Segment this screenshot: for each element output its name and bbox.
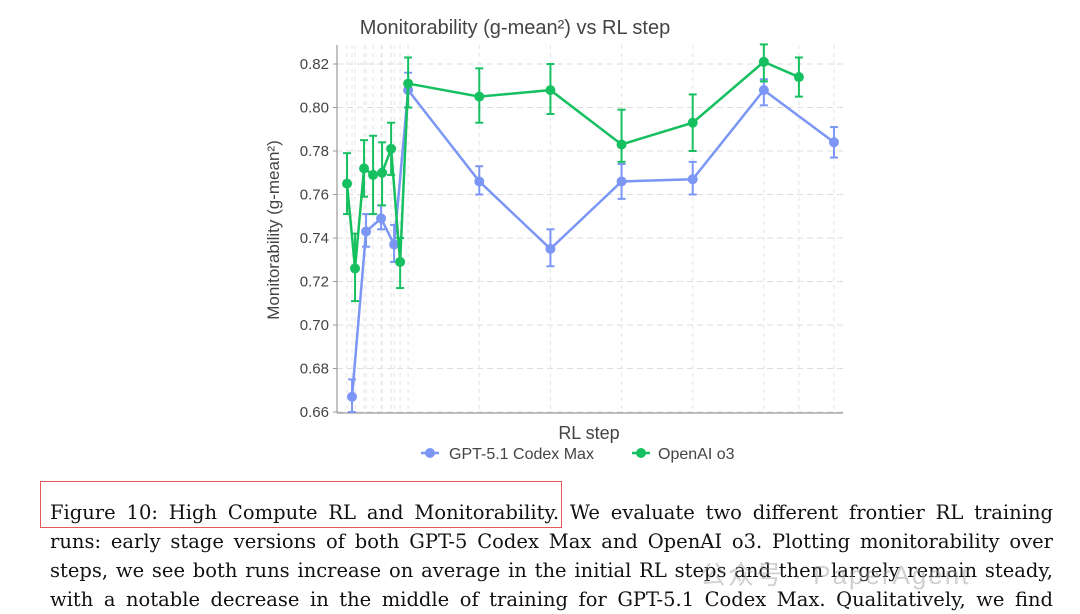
- legend-marker-gpt: [425, 448, 435, 458]
- caption-line: with a notable decrease in the middle of…: [50, 588, 1053, 611]
- series-layer: [342, 43, 839, 413]
- data-point: [386, 143, 397, 154]
- series-line: [350, 86, 835, 397]
- chart-title: Monitorability (g-mean²) vs RL step: [360, 17, 670, 39]
- y-tick-label: 0.70: [300, 317, 329, 334]
- data-point: [389, 239, 400, 250]
- monitorability-chart: Monitorability (g-mean²) vs RL step 0.66…: [264, 17, 843, 463]
- y-tick-label: 0.82: [300, 56, 329, 73]
- x-axis-label: RL step: [558, 423, 619, 443]
- data-point: [395, 256, 406, 267]
- data-point: [793, 72, 804, 83]
- legend-label-gpt: GPT-5.1 Codex Max: [449, 446, 594, 463]
- data-point: [616, 139, 627, 150]
- y-tick-label: 0.80: [300, 100, 329, 117]
- data-point: [758, 85, 769, 96]
- y-axis: 0.66 0.68 0.70 0.72 0.74 0.76 0.78 0.80 0.82: [300, 56, 337, 421]
- y-tick-label: 0.68: [300, 361, 329, 378]
- data-point: [368, 169, 379, 180]
- y-axis-label: Monitorability (g-mean²): [264, 140, 283, 320]
- data-point: [350, 263, 361, 274]
- series-line: [345, 60, 800, 269]
- legend-label-o3: OpenAI o3: [658, 446, 735, 463]
- data-point: [687, 117, 698, 128]
- series-o3: [342, 43, 804, 303]
- data-point: [545, 243, 556, 254]
- data-point: [474, 91, 485, 102]
- data-point: [403, 78, 414, 89]
- grid: [337, 45, 843, 413]
- data-point: [347, 391, 358, 402]
- data-point: [376, 213, 387, 224]
- data-point: [616, 176, 627, 187]
- figure-caption: Figure 10: High Compute RL and Monitorab…: [50, 498, 1053, 614]
- legend-marker-o3: [636, 448, 646, 458]
- y-tick-label: 0.78: [300, 143, 329, 160]
- y-tick-label: 0.74: [300, 230, 329, 247]
- data-point: [687, 174, 698, 185]
- data-point: [545, 85, 556, 96]
- data-point: [758, 56, 769, 67]
- highlight-box: [40, 481, 562, 528]
- y-tick-label: 0.76: [300, 187, 329, 204]
- data-point: [474, 176, 485, 187]
- caption-line: runs: early stage versions of both GPT-5…: [50, 530, 1053, 553]
- watermark: 公众号 · PaperAgent: [700, 560, 971, 590]
- caption-line: steps, we see both runs increase on aver…: [50, 559, 1053, 582]
- y-tick-label: 0.72: [300, 274, 329, 291]
- legend: GPT-5.1 Codex Max OpenAI o3: [421, 446, 735, 463]
- data-point: [359, 163, 370, 174]
- data-point: [361, 226, 372, 237]
- caption-line: Figure 10: High Compute RL and Monitorab…: [50, 501, 1053, 524]
- data-point: [342, 178, 353, 189]
- data-point: [377, 167, 388, 178]
- y-tick-label: 0.66: [300, 404, 329, 421]
- data-point: [828, 137, 839, 148]
